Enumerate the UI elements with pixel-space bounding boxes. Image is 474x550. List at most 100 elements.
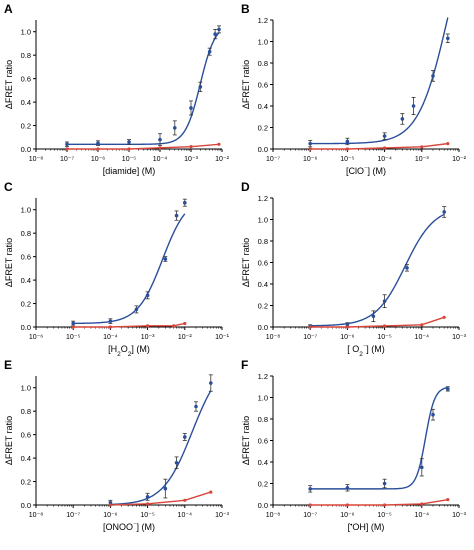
- x-tick-label: 10⁻⁷: [60, 156, 74, 163]
- red-data-point: [345, 503, 349, 507]
- x-axis-label-part: [ O: [347, 344, 359, 354]
- red-data-point: [383, 146, 387, 150]
- x-tick-label: 10⁻⁴: [415, 334, 430, 341]
- x-tick-label: 10⁻⁵: [122, 156, 136, 163]
- blue-data-point: [431, 412, 435, 417]
- panel-f: F 0.0 0.2 0.4 0.6 0.8 1.0 1.2 10⁻⁸ 10⁻⁷ 10⁻⁶ 10⁻⁵ 10…: [241, 358, 467, 532]
- x-tick-label: 10⁻²: [215, 156, 229, 163]
- x-tick-label: 10⁻⁵: [377, 512, 391, 519]
- x-tick-label: 10⁻²: [178, 334, 192, 341]
- red-data-point: [446, 498, 450, 502]
- x-tick-label: 10⁻⁴: [103, 334, 118, 341]
- x-tick-label: 10⁻⁴: [153, 156, 168, 163]
- blue-data-point: [382, 481, 387, 486]
- panel-b: B 0.0 0.2 0.4 0.6 0.8 1.0 1.2 10⁻⁷ 10⁻⁶ 10⁻⁵ 10⁻⁴ 10…: [241, 2, 467, 176]
- panel-letter: D: [241, 180, 250, 194]
- y-tick-label: 0.0: [258, 145, 268, 154]
- x-tick-label: 10⁻⁶: [103, 512, 117, 519]
- y-axis-label: ΔFRET ratio: [4, 238, 14, 287]
- y-tick-label: 0.6: [21, 253, 31, 262]
- blue-data-point: [163, 257, 168, 261]
- blue-data-point: [65, 142, 69, 147]
- x-tick-label: 10⁻⁷: [66, 512, 80, 519]
- x-tick-label: 10⁻⁷: [303, 512, 317, 519]
- x-axis-label: [ O2⁻] (M): [347, 344, 385, 358]
- blue-data-point: [198, 85, 203, 89]
- x-tick-label: 10⁻⁶: [91, 156, 105, 163]
- x-axis-label-part: O: [121, 344, 128, 354]
- blue-fit-curve: [310, 17, 449, 145]
- blue-data-point: [345, 139, 350, 144]
- y-tick-label: 0.6: [258, 437, 268, 446]
- blue-data-point: [207, 49, 212, 54]
- blue-data-point: [108, 319, 113, 323]
- x-axis-label-part: ] (M): [366, 344, 385, 354]
- blue-data-point: [405, 266, 409, 270]
- blue-data-point: [400, 117, 405, 121]
- y-axis-label: ΔFRET ratio: [241, 416, 251, 465]
- blue-fit-curve: [310, 386, 448, 490]
- x-tick-label: 10⁻³: [452, 334, 466, 341]
- blue-data-point: [145, 293, 150, 298]
- blue-fit-curve: [310, 213, 445, 327]
- y-tick-label: 1.2: [258, 372, 268, 381]
- blue-data-point: [382, 134, 387, 138]
- y-tick-label: 0.6: [21, 431, 31, 440]
- x-tick-label: 10⁻³: [141, 334, 155, 341]
- blue-data-point: [194, 404, 198, 409]
- red-data-point: [146, 324, 150, 328]
- blue-data-point: [446, 387, 450, 391]
- blue-data-point: [446, 36, 450, 41]
- y-tick-label: 0.0: [258, 501, 268, 510]
- x-axis-label-part: ⁻: [364, 166, 368, 173]
- y-tick-label: 1.0: [258, 38, 268, 47]
- y-tick-label: 0.0: [21, 145, 31, 154]
- blue-data-point: [213, 32, 217, 36]
- y-tick-label: 0.2: [258, 480, 268, 489]
- x-tick-label: 10⁻⁸: [29, 512, 43, 519]
- blue-data-point: [442, 210, 446, 214]
- y-axis-label: ΔFRET ratio: [4, 60, 14, 109]
- x-tick-label: 10⁻⁴: [415, 512, 430, 519]
- y-axis-label: ΔFRET ratio: [241, 60, 251, 109]
- blue-data-point: [172, 126, 177, 130]
- blue-data-point: [209, 381, 213, 385]
- red-data-point: [189, 145, 193, 149]
- y-tick-label: 0.6: [258, 259, 268, 268]
- y-tick-label: 0.2: [258, 302, 268, 311]
- y-tick-label: 0.2: [258, 124, 268, 133]
- x-axis-label-part: 2: [117, 351, 121, 358]
- x-axis-label-part: [H: [108, 344, 117, 354]
- y-tick-label: 0.8: [258, 59, 268, 68]
- y-tick-label: 0.6: [258, 81, 268, 90]
- y-tick-label: 0.2: [21, 300, 31, 309]
- panel-letter: F: [241, 358, 248, 372]
- y-tick-label: 0.4: [21, 454, 31, 463]
- blue-data-point: [183, 435, 187, 439]
- red-data-point: [420, 502, 424, 506]
- panel-d: D 0.0 0.2 0.4 0.6 0.8 1.0 1.2 10⁻⁸ 10⁻⁷ 10⁻⁶ 10⁻⁵ 10…: [241, 180, 467, 358]
- red-data-point: [209, 490, 213, 494]
- y-tick-label: 0.8: [21, 407, 31, 416]
- y-tick-label: 0.8: [21, 51, 31, 60]
- x-axis-label-part: [diamide] (M): [103, 166, 156, 176]
- x-axis-label-part: ⁻: [363, 344, 367, 351]
- x-tick-label: 10⁻⁷: [266, 156, 280, 163]
- blue-data-point: [108, 500, 113, 505]
- y-tick-label: 0.6: [21, 75, 31, 84]
- y-tick-label: 0.0: [258, 323, 268, 332]
- red-data-point: [308, 147, 312, 151]
- x-axis-label-part: ] (M): [136, 522, 155, 532]
- panel-letter: B: [241, 2, 250, 16]
- x-tick-label: 10⁻⁴: [377, 156, 392, 163]
- x-tick-label: 10⁻⁷: [303, 334, 317, 341]
- y-tick-label: 0.8: [258, 415, 268, 424]
- y-tick-label: 0.8: [21, 229, 31, 238]
- y-tick-label: 0.4: [258, 280, 268, 289]
- x-axis-label-part: ] (M): [131, 344, 150, 354]
- red-fit-curve: [310, 498, 448, 506]
- y-tick-label: 0.0: [21, 323, 31, 332]
- red-data-point: [446, 142, 450, 146]
- y-tick-label: 0.8: [258, 237, 268, 246]
